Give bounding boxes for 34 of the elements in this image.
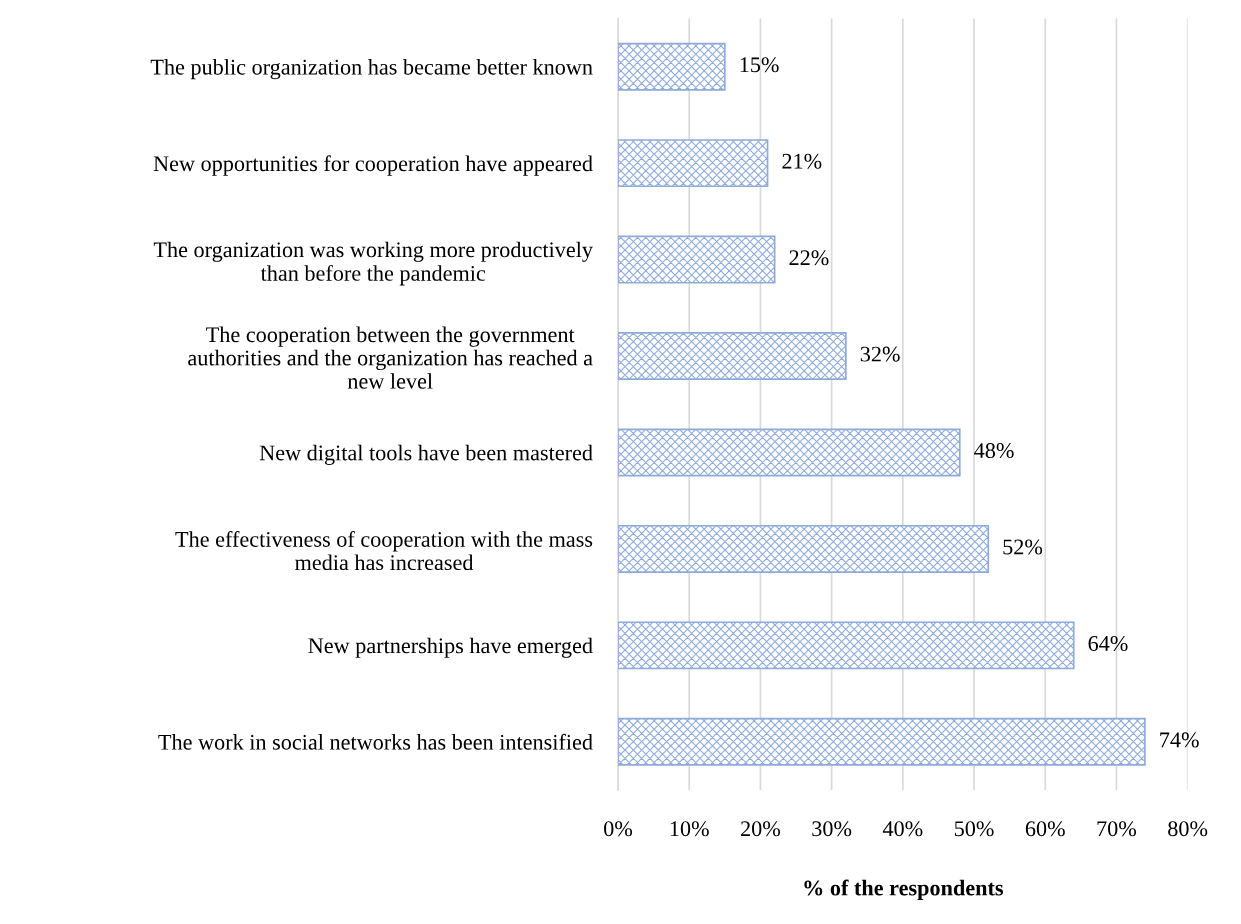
- bar: [618, 524, 990, 573]
- x-tick-label: 60%: [1025, 821, 1065, 837]
- bar: [618, 428, 961, 477]
- data-label: 48%: [974, 443, 1014, 459]
- x-tick-label: 10%: [670, 821, 709, 837]
- bar: [618, 332, 847, 381]
- bar: [618, 139, 769, 188]
- x-tick-label: 50%: [954, 821, 994, 837]
- data-label: 64%: [1088, 635, 1128, 651]
- y-tick-label: The organization was working more productively than before the pandemic: [153, 241, 593, 286]
- x-tick-label: 40%: [882, 821, 923, 837]
- y-tick-label: The cooperation between the government authorities and the organization has reached a new level: [188, 326, 593, 389]
- bar: [618, 42, 726, 91]
- y-tick-label: New opportunities for cooperation have appeared: [153, 155, 593, 176]
- data-label: 21%: [782, 153, 822, 169]
- y-tick-label: New partnerships have emerged: [308, 637, 593, 658]
- x-tick-label: 30%: [812, 821, 852, 837]
- y-tick-label: The work in social networks has been intensified: [158, 733, 593, 750]
- x-tick-label: 20%: [741, 821, 781, 837]
- bar: [618, 621, 1075, 670]
- y-tick-label: The effectiveness of cooperation with the mass media has increased: [175, 531, 593, 571]
- bar: [618, 717, 1146, 766]
- x-tick-label: 70%: [1097, 821, 1137, 837]
- y-tick-label: New digital tools have been mastered: [259, 444, 593, 465]
- data-label: 22%: [789, 250, 829, 266]
- data-label: 74%: [1160, 732, 1199, 748]
- data-label: 52%: [1003, 539, 1043, 555]
- x-tick-label: 0%: [604, 821, 633, 837]
- y-tick-label: The public organization has became better known: [150, 58, 593, 80]
- data-label: 32%: [860, 346, 900, 362]
- bar: [618, 235, 776, 284]
- x-tick-label: 80%: [1168, 821, 1208, 837]
- data-label: 15%: [740, 57, 779, 73]
- x-axis-title: % of the respondents: [804, 879, 1004, 900]
